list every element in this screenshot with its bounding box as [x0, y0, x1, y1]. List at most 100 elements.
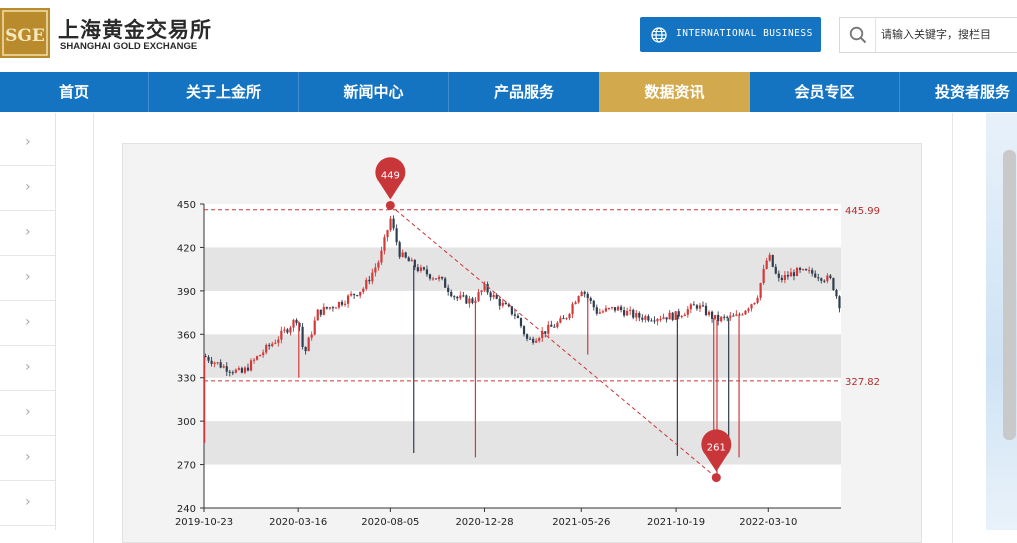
candle-body — [419, 267, 422, 272]
candle-body — [292, 319, 295, 328]
candle-body — [371, 272, 374, 282]
candle-body — [789, 272, 793, 277]
candle-body — [343, 303, 347, 305]
candle-body — [817, 277, 820, 279]
candle-body — [407, 257, 410, 262]
candle-body — [707, 311, 711, 315]
international-business-button[interactable]: INTERNATIONAL BUSINESS — [640, 17, 821, 52]
chart-band — [204, 290, 841, 335]
nav-about[interactable]: 关于上金所 — [185, 83, 261, 101]
candle-body — [826, 275, 829, 282]
candle-body — [401, 252, 404, 257]
y-tick-label: 450 — [177, 200, 196, 211]
candle-body — [544, 331, 547, 334]
candle-body — [650, 320, 653, 322]
sidebar-item[interactable]: › — [0, 167, 55, 211]
candle-body — [516, 315, 520, 319]
sidebar-item[interactable]: › — [0, 257, 55, 301]
page-scrollbar[interactable] — [1003, 150, 1016, 440]
candle-body — [350, 293, 353, 296]
candle-body — [486, 284, 489, 293]
candle-body — [592, 300, 595, 308]
candle-body — [677, 311, 680, 317]
candle-body — [234, 369, 237, 373]
candle-body — [222, 366, 225, 368]
candle-body — [280, 330, 283, 340]
sge-logo[interactable]: SGE — [0, 8, 50, 58]
candle-body — [792, 272, 796, 277]
candle-body — [562, 318, 565, 320]
candle-body — [701, 305, 705, 307]
chevron-right-icon: › — [25, 359, 31, 375]
nav-home[interactable]: 首页 — [58, 83, 89, 101]
candle-body — [468, 298, 471, 304]
candle-body — [434, 278, 438, 280]
candle-body — [665, 317, 668, 320]
candle-body — [720, 316, 723, 322]
candle-body — [613, 307, 617, 311]
candle-body — [404, 252, 407, 258]
candle-body — [774, 266, 777, 274]
gold-price-chart: 240 270 300 330 360 390 420 450 2019-10-23 2020-0… — [175, 157, 880, 528]
x-tick-label: 2021-10-19 — [647, 517, 705, 528]
candle-body — [811, 270, 814, 274]
candle-body — [577, 296, 580, 303]
sidebar-item[interactable]: › — [0, 437, 55, 481]
candle-body — [838, 296, 841, 309]
candle-body — [568, 313, 571, 319]
candle-body — [231, 372, 234, 374]
site-header: SGE 上海黄金交易所 SHANGHAI GOLD EXCHANGE INTER… — [0, 0, 1017, 72]
nav-investors[interactable]: 投资者服务 — [935, 83, 1011, 101]
nav-data[interactable]: 数据资讯 — [599, 72, 750, 112]
candle-body — [671, 312, 674, 320]
candle-body — [213, 362, 216, 364]
candle-body — [744, 310, 747, 315]
candle-body — [307, 337, 310, 352]
candle-body — [398, 242, 401, 257]
sidebar-item[interactable]: › — [0, 212, 55, 256]
candle-body — [462, 295, 465, 297]
nav-news[interactable]: 新闻中心 — [343, 83, 404, 101]
max-marker-label: 449 — [381, 170, 400, 181]
candle-body — [513, 314, 517, 316]
x-tick-label: 2019-10-23 — [175, 517, 233, 528]
candle-body — [416, 267, 419, 272]
candle-body — [271, 343, 274, 347]
candle-body — [444, 278, 447, 288]
candle-body — [325, 306, 328, 309]
candle-body — [771, 254, 774, 267]
candle-body — [659, 318, 662, 320]
nav-members[interactable]: 会员专区 — [794, 83, 855, 101]
candle-body — [680, 316, 683, 318]
sidebar-item[interactable]: › — [0, 302, 55, 346]
sidebar-item[interactable]: › — [0, 122, 55, 166]
candle-body — [453, 296, 456, 298]
candle-body — [249, 360, 253, 371]
candle-body — [362, 288, 365, 292]
candle-body — [356, 295, 359, 297]
candle-body — [413, 259, 416, 268]
sidebar-item[interactable]: › — [0, 482, 55, 526]
nav-products[interactable]: 产品服务 — [493, 83, 554, 101]
chevron-right-icon: › — [25, 404, 31, 420]
globe-icon — [651, 27, 667, 43]
candle-body — [525, 334, 529, 339]
sidebar-item[interactable]: › — [0, 392, 55, 436]
candle-body — [392, 218, 395, 229]
candle-body — [662, 317, 665, 319]
chevron-right-icon: › — [25, 314, 31, 330]
candle-body — [756, 297, 759, 303]
candle-body — [559, 318, 562, 323]
chart-band — [204, 204, 841, 248]
candle-body — [656, 319, 659, 322]
search-button[interactable] — [840, 18, 876, 52]
search-input[interactable] — [877, 20, 1017, 48]
candle-body — [607, 308, 611, 310]
nav-divider — [298, 72, 299, 112]
sidebar-item[interactable]: › — [0, 347, 55, 391]
candle-body — [780, 277, 783, 281]
candle-body — [750, 304, 753, 309]
candle-body — [519, 318, 523, 327]
candle-body — [298, 322, 301, 327]
candle-body — [814, 273, 817, 278]
